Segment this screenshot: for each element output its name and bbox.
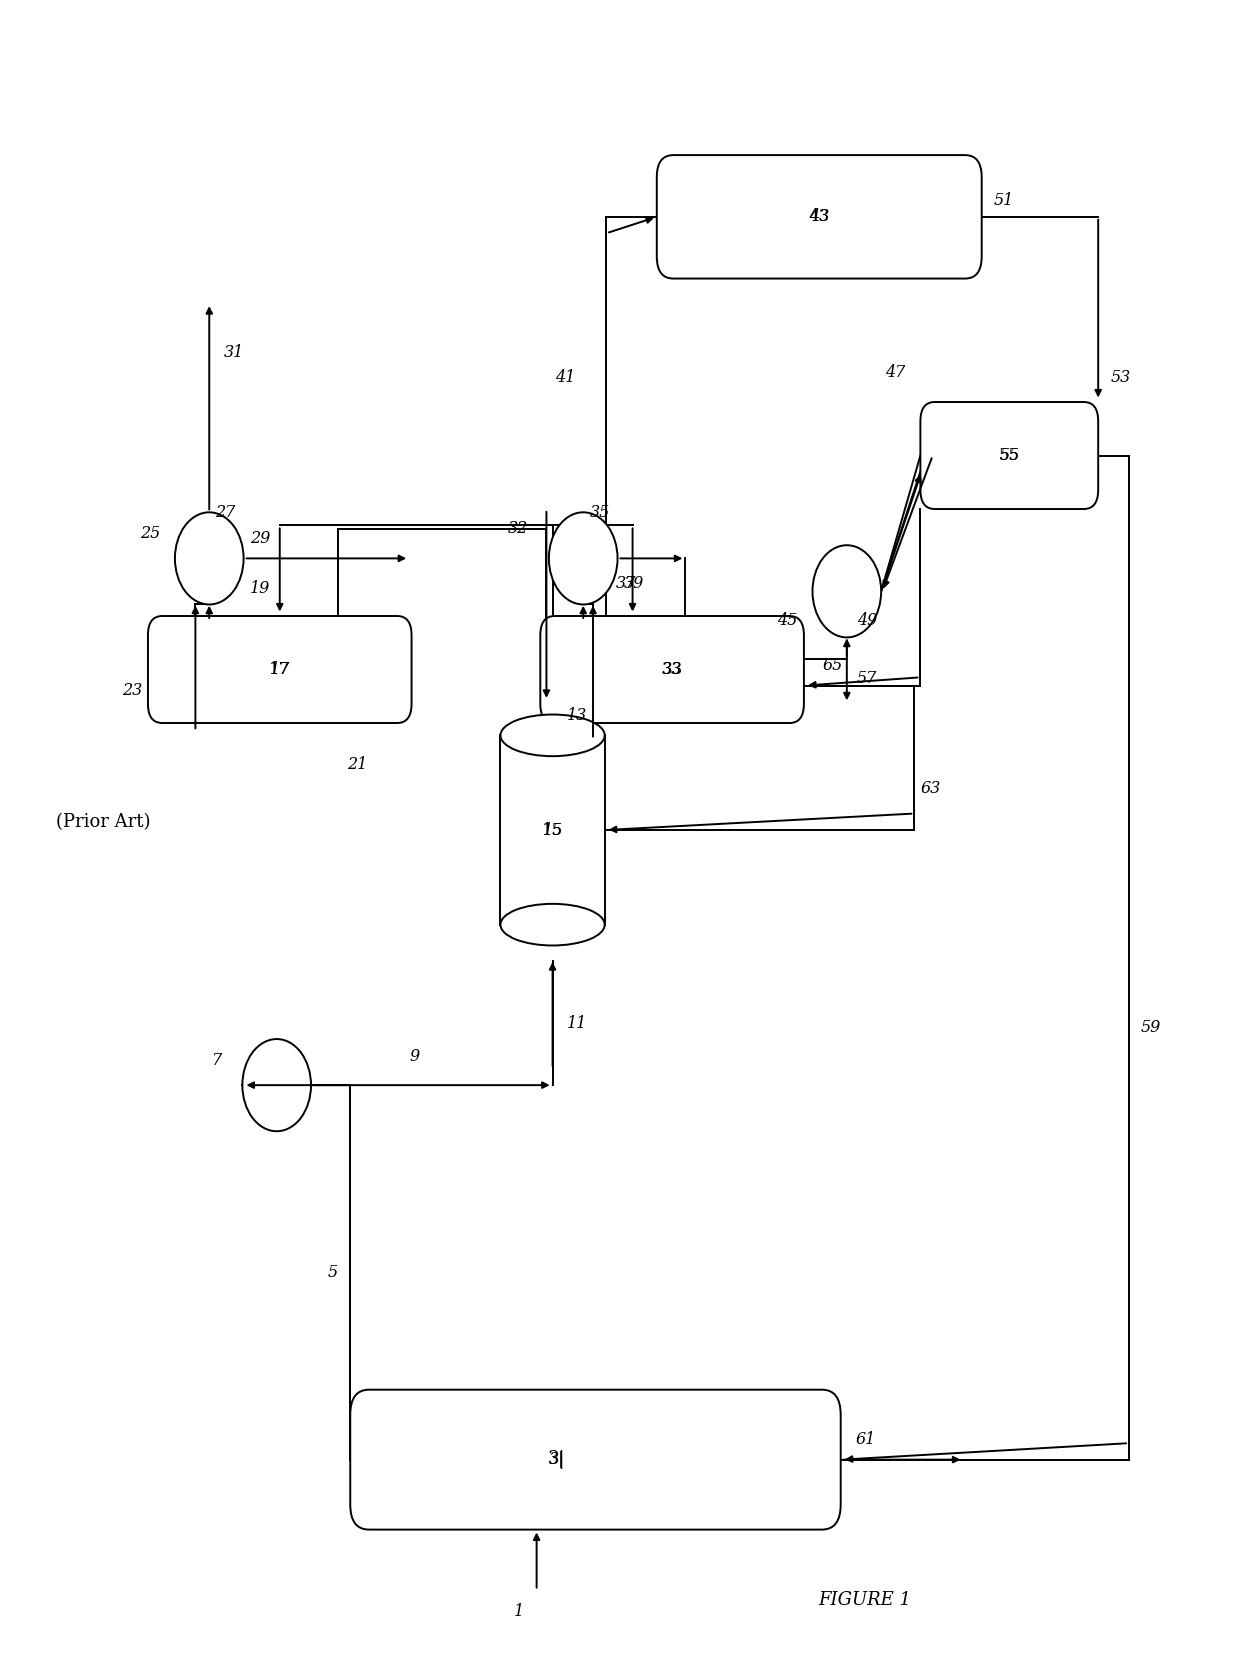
Text: 21: 21 — [347, 755, 368, 772]
Text: 37: 37 — [616, 574, 636, 591]
Circle shape — [812, 544, 882, 637]
Text: 3|: 3| — [548, 1451, 564, 1467]
Text: 43: 43 — [810, 208, 830, 226]
Text: 31: 31 — [224, 344, 244, 362]
Text: FIGURE 1: FIGURE 1 — [818, 1592, 911, 1610]
Text: 59: 59 — [1141, 1019, 1162, 1036]
FancyBboxPatch shape — [657, 154, 982, 279]
Text: 51: 51 — [994, 193, 1014, 209]
Text: 15: 15 — [542, 822, 563, 838]
Circle shape — [175, 513, 243, 604]
Text: 57: 57 — [857, 671, 877, 687]
Text: 49: 49 — [857, 613, 877, 629]
Text: 1: 1 — [515, 1604, 525, 1620]
Text: 17: 17 — [269, 661, 290, 677]
FancyBboxPatch shape — [350, 1389, 841, 1529]
Text: 17: 17 — [269, 661, 290, 677]
Text: 19: 19 — [249, 579, 270, 596]
Text: 47: 47 — [885, 364, 905, 380]
Circle shape — [242, 1039, 311, 1130]
Text: 53: 53 — [1111, 369, 1131, 385]
Text: 7: 7 — [211, 1052, 222, 1069]
Text: 33: 33 — [661, 661, 683, 677]
FancyBboxPatch shape — [541, 616, 804, 724]
Text: 5: 5 — [327, 1263, 339, 1282]
Text: 35: 35 — [589, 503, 610, 521]
Ellipse shape — [501, 903, 605, 946]
Ellipse shape — [501, 714, 605, 757]
Text: 11: 11 — [567, 1014, 588, 1031]
Text: 3|: 3| — [547, 1451, 565, 1469]
Text: 61: 61 — [856, 1431, 875, 1449]
Text: 55: 55 — [998, 447, 1019, 465]
Bar — [501, 735, 605, 925]
Text: 25: 25 — [140, 525, 160, 543]
FancyBboxPatch shape — [920, 402, 1099, 510]
Text: 33: 33 — [662, 661, 682, 677]
Text: 15: 15 — [542, 822, 563, 838]
Text: 27: 27 — [216, 503, 236, 521]
Text: 63: 63 — [920, 780, 941, 797]
Text: 13: 13 — [567, 707, 588, 724]
Text: 65: 65 — [822, 657, 842, 674]
Text: 45: 45 — [777, 613, 797, 629]
Text: 39: 39 — [624, 574, 644, 591]
FancyBboxPatch shape — [148, 616, 412, 724]
Text: 9: 9 — [409, 1049, 419, 1066]
Text: 23: 23 — [122, 682, 141, 699]
Text: 41: 41 — [556, 369, 575, 385]
Text: (Prior Art): (Prior Art) — [56, 813, 150, 830]
Text: 32: 32 — [508, 520, 528, 538]
Circle shape — [549, 513, 618, 604]
Text: 29: 29 — [249, 530, 270, 548]
Text: 55: 55 — [999, 447, 1019, 465]
Text: 43: 43 — [808, 208, 830, 226]
